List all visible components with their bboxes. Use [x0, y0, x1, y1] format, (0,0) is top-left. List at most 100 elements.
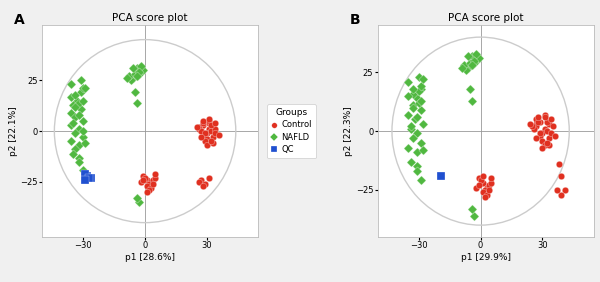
Title: PCA score plot: PCA score plot	[112, 13, 188, 23]
NAFLD	[467, 63, 477, 68]
Control	[206, 123, 216, 127]
NAFLD	[76, 90, 86, 95]
NAFLD	[470, 213, 479, 218]
NAFLD	[404, 145, 413, 150]
Control	[542, 129, 551, 133]
Control	[202, 143, 212, 147]
NAFLD	[412, 164, 422, 169]
NAFLD	[134, 70, 143, 74]
Control	[146, 180, 156, 184]
Control	[214, 133, 224, 137]
Control	[482, 192, 491, 197]
NAFLD	[136, 64, 146, 68]
NAFLD	[406, 124, 415, 129]
NAFLD	[132, 66, 142, 70]
NAFLD	[466, 63, 475, 68]
Control	[527, 124, 537, 129]
Control	[211, 121, 220, 125]
Control	[140, 176, 150, 180]
Control	[542, 120, 551, 124]
X-axis label: p1 [29.9%]: p1 [29.9%]	[461, 253, 511, 262]
QC	[437, 173, 446, 178]
Control	[532, 122, 541, 126]
Control	[196, 178, 206, 182]
Title: PCA score plot: PCA score plot	[448, 13, 524, 23]
NAFLD	[79, 98, 88, 103]
Control	[478, 180, 487, 185]
Control	[532, 136, 541, 140]
Control	[482, 185, 491, 190]
NAFLD	[74, 127, 84, 131]
NAFLD	[70, 147, 80, 152]
Control	[198, 123, 208, 127]
Control	[486, 176, 496, 180]
Legend: Control, NAFLD, QC: Control, NAFLD, QC	[267, 104, 316, 158]
Control	[525, 122, 535, 126]
Control	[196, 135, 206, 140]
Control	[540, 127, 550, 131]
Control	[151, 171, 160, 176]
Control	[136, 180, 146, 184]
Control	[540, 115, 550, 119]
NAFLD	[66, 123, 76, 127]
NAFLD	[74, 155, 84, 160]
NAFLD	[418, 77, 428, 82]
Control	[208, 123, 218, 127]
NAFLD	[416, 108, 425, 112]
Control	[544, 143, 553, 147]
Control	[554, 162, 564, 166]
Control	[198, 184, 208, 188]
NAFLD	[80, 86, 90, 91]
Control	[208, 141, 218, 146]
NAFLD	[74, 159, 84, 164]
NAFLD	[463, 54, 473, 58]
NAFLD	[416, 87, 425, 91]
NAFLD	[130, 90, 140, 95]
NAFLD	[418, 148, 428, 152]
Control	[478, 190, 487, 195]
QC	[80, 178, 90, 182]
NAFLD	[470, 61, 479, 65]
NAFLD	[74, 113, 84, 117]
Control	[198, 119, 208, 123]
Control	[206, 129, 216, 133]
NAFLD	[79, 135, 88, 140]
NAFLD	[408, 87, 418, 91]
NAFLD	[412, 169, 422, 173]
NAFLD	[132, 74, 142, 78]
Control	[204, 119, 214, 123]
NAFLD	[124, 74, 133, 78]
Control	[200, 182, 209, 186]
Control	[538, 138, 547, 143]
NAFLD	[416, 178, 425, 183]
NAFLD	[412, 96, 422, 100]
Control	[200, 133, 209, 137]
NAFLD	[134, 72, 143, 76]
NAFLD	[74, 100, 84, 105]
QC	[83, 174, 92, 178]
Control	[151, 176, 160, 180]
Control	[194, 125, 203, 129]
Control	[200, 139, 209, 144]
NAFLD	[406, 159, 415, 164]
Control	[556, 192, 566, 197]
NAFLD	[79, 168, 88, 172]
NAFLD	[66, 111, 76, 115]
Control	[480, 195, 490, 199]
Control	[142, 178, 152, 182]
NAFLD	[416, 84, 425, 89]
Control	[142, 190, 152, 194]
NAFLD	[416, 98, 425, 103]
NAFLD	[412, 131, 422, 136]
X-axis label: p1 [28.6%]: p1 [28.6%]	[125, 253, 175, 262]
NAFLD	[412, 115, 422, 119]
NAFLD	[76, 78, 86, 83]
NAFLD	[79, 86, 88, 91]
Control	[206, 139, 216, 144]
Control	[145, 182, 154, 186]
Control	[556, 173, 566, 178]
Text: A: A	[14, 13, 25, 27]
NAFLD	[68, 102, 78, 107]
Y-axis label: p2 [22.3%]: p2 [22.3%]	[344, 106, 353, 156]
NAFLD	[66, 82, 76, 87]
